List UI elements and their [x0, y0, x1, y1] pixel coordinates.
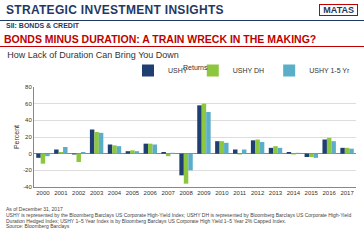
svg-text:2008: 2008: [179, 190, 193, 196]
svg-text:20: 20: [25, 134, 32, 140]
svg-text:40: 40: [25, 117, 32, 123]
html-text:MATAS: MATAS: [323, 5, 354, 15]
svg-text:2012: 2012: [251, 190, 265, 196]
svg-text:2004: 2004: [108, 190, 122, 196]
html-text:STRATEGIC INVESTMENT INSIGHTS: STRATEGIC INVESTMENT INSIGHTS: [6, 3, 224, 17]
svg-text:2007: 2007: [161, 190, 175, 196]
svg-text:80: 80: [25, 84, 32, 90]
html-text:SII: BONDS & CREDIT: SII: BONDS & CREDIT: [6, 22, 80, 29]
html-text:BONDS MINUS DURATION: A TRAIN: BONDS MINUS DURATION: A TRAIN WRECK IN T…: [4, 33, 317, 45]
svg-text:USHY DH: USHY DH: [233, 67, 264, 74]
svg-text:2016: 2016: [322, 190, 336, 196]
svg-text:2001: 2001: [54, 190, 68, 196]
svg-text:How Lack of Duration Can Bring: How Lack of Duration Can Bring You Down: [7, 50, 179, 60]
svg-text:Returns: Returns: [183, 64, 208, 71]
svg-text:-20: -20: [23, 167, 32, 173]
svg-text:2015: 2015: [305, 190, 319, 196]
svg-text:2010: 2010: [215, 190, 229, 196]
svg-text:2014: 2014: [287, 190, 301, 196]
svg-text:2006: 2006: [144, 190, 158, 196]
svg-text:-40: -40: [23, 184, 32, 190]
svg-text:USHY 1-5 Yr: USHY 1-5 Yr: [309, 67, 350, 74]
svg-text:Percent: Percent: [13, 125, 20, 149]
svg-text:0: 0: [28, 151, 32, 157]
svg-text:2000: 2000: [36, 190, 50, 196]
svg-text:2002: 2002: [72, 190, 86, 196]
svg-text:60: 60: [25, 101, 32, 107]
svg-text:2013: 2013: [269, 190, 283, 196]
svg-text:2017: 2017: [340, 190, 354, 196]
svg-text:2011: 2011: [233, 190, 247, 196]
svg-text:2003: 2003: [90, 190, 104, 196]
html-text:As of December 31, 2017: As of December 31, 2017: [6, 206, 63, 212]
html-text:Source: Bloomberg Barclays: Source: Bloomberg Barclays: [6, 223, 70, 230]
svg-text:2005: 2005: [126, 190, 140, 196]
svg-text:2009: 2009: [197, 190, 211, 196]
svg-text:USHY: USHY: [168, 67, 188, 74]
html-text:USHY is represented by the Blo: USHY is represented by the Bloomberg Bar…: [6, 211, 352, 224]
